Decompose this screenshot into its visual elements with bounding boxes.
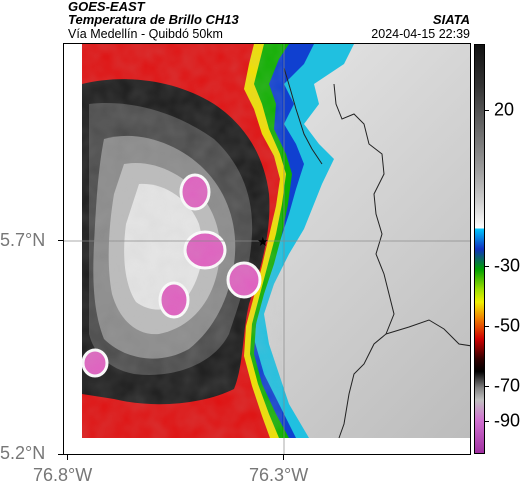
boundary-line bbox=[333, 83, 395, 439]
lat-label: 5.2°N bbox=[0, 443, 46, 463]
tick-x bbox=[67, 455, 68, 460]
colorbar-label: -50 bbox=[494, 315, 521, 336]
colorbar-tick bbox=[485, 386, 489, 387]
star-icon: ★ bbox=[257, 234, 269, 249]
colorbar-tick bbox=[485, 110, 489, 111]
colorbar bbox=[474, 44, 485, 454]
datetime-label: 2024-04-15 22:39 bbox=[371, 27, 470, 41]
lon-label: 76.3°W bbox=[249, 465, 309, 485]
org-label: SIATA bbox=[432, 12, 470, 27]
colorbar-label: -30 bbox=[494, 255, 521, 276]
tick-y bbox=[58, 454, 63, 455]
no-data-strip bbox=[64, 44, 82, 454]
colorbar-tick bbox=[485, 326, 489, 327]
boundary-line bbox=[385, 319, 470, 347]
no-data-strip bbox=[64, 438, 470, 454]
colorbar-label: 20 bbox=[494, 99, 515, 120]
brightness-temperature-map: ★ bbox=[64, 44, 470, 454]
colorbar-tick bbox=[485, 266, 489, 267]
colorbar-tick bbox=[485, 421, 489, 422]
map-frame: ★ bbox=[63, 43, 471, 455]
colorbar-label: -70 bbox=[494, 375, 521, 396]
region-label: Vía Medellín - Quibdó 50km bbox=[68, 27, 223, 41]
satellite-title: GOES-EAST bbox=[68, 0, 145, 14]
colorbar-label: -90 bbox=[494, 410, 521, 431]
product-title: Temperatura de Brillo CH13 bbox=[68, 12, 239, 27]
coastline bbox=[283, 67, 323, 165]
lat-label: 5.7°N bbox=[0, 230, 46, 250]
lon-label: 76.8°W bbox=[33, 465, 93, 485]
tick-x bbox=[283, 455, 284, 460]
tick-y bbox=[58, 240, 63, 241]
